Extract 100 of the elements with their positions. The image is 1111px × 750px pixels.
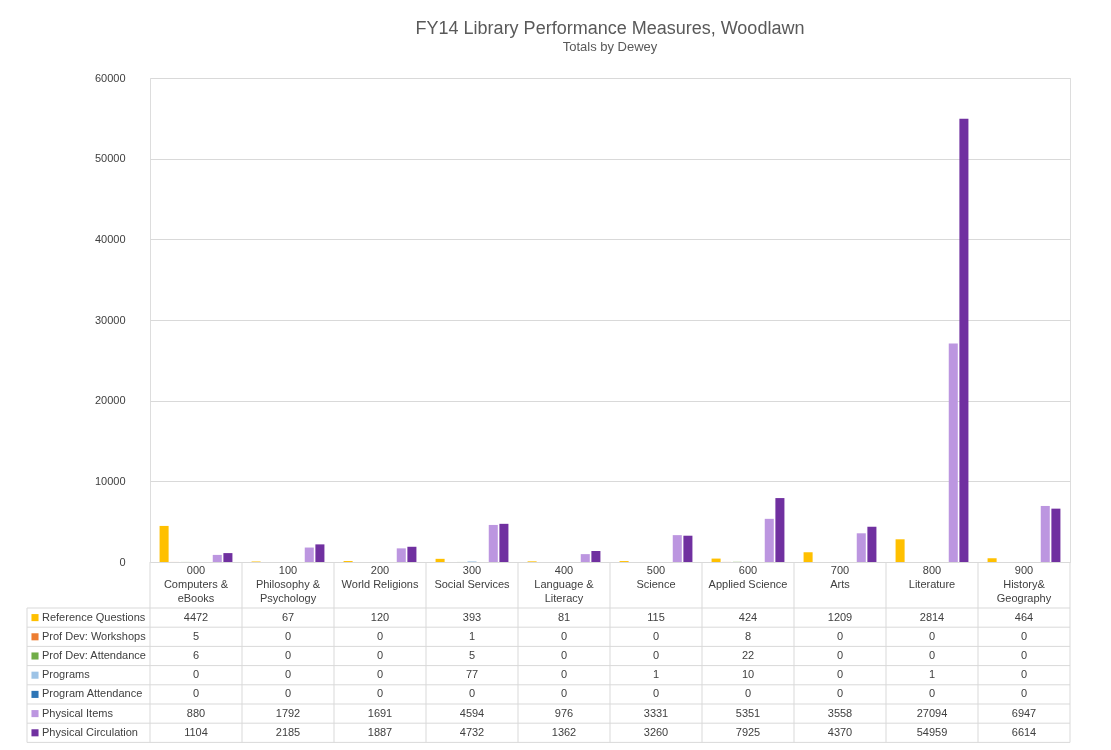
data-label: 0 xyxy=(284,668,292,681)
data-label: 120 xyxy=(370,610,390,623)
data-label: 1209 xyxy=(827,610,853,623)
data-label: 4472 xyxy=(183,610,209,623)
y-tick-label: 60000 xyxy=(94,71,126,84)
bar xyxy=(987,558,997,562)
data-label: 6 xyxy=(192,649,200,661)
legend-label: Reference Questions xyxy=(42,610,146,623)
data-label: 67 xyxy=(281,610,295,623)
data-label: 0 xyxy=(192,687,200,700)
data-label: 0 xyxy=(560,629,568,642)
bar xyxy=(1051,508,1061,562)
chart-subtitle: Totals by Dewey xyxy=(562,39,658,54)
data-label: 5351 xyxy=(735,706,761,719)
data-label: 0 xyxy=(284,687,292,700)
data-label: 880 xyxy=(186,706,206,719)
data-label: 0 xyxy=(560,649,568,661)
y-tick-label: 30000 xyxy=(94,313,126,326)
data-label: 54959 xyxy=(916,725,948,738)
data-label: 0 xyxy=(836,687,844,700)
y-tick-label: 10000 xyxy=(94,474,126,487)
data-label: 393 xyxy=(462,610,482,623)
y-tick-label: 20000 xyxy=(94,394,126,407)
data-label: 10 xyxy=(741,668,755,681)
x-tick-label: 200 World Religions xyxy=(341,564,419,590)
data-label: 0 xyxy=(468,687,476,700)
bar xyxy=(591,551,601,562)
legend-label: Prof Dev: Workshops xyxy=(42,629,147,642)
data-label: 0 xyxy=(560,687,568,700)
data-label: 4732 xyxy=(459,725,485,738)
x-tick-label: 700 Arts xyxy=(830,564,851,590)
data-label: 8 xyxy=(744,629,752,642)
data-label: 0 xyxy=(560,668,568,681)
data-label: 0 xyxy=(284,649,292,661)
data-label: 115 xyxy=(647,610,665,623)
x-tick-label: 300 Social Services xyxy=(434,564,511,590)
x-tick-label: 900 History& Geography xyxy=(996,564,1052,604)
data-label: 424 xyxy=(738,610,758,623)
bar xyxy=(775,498,785,562)
bar xyxy=(764,518,774,562)
x-tick-label: 400 Language & Literacy xyxy=(534,564,595,604)
data-label: 0 xyxy=(1020,629,1028,642)
data-label: 0 xyxy=(928,649,936,661)
chart-title: FY14 Library Performance Measures, Woodlawn xyxy=(415,18,805,38)
bar xyxy=(159,525,169,562)
data-label: 4594 xyxy=(459,706,485,719)
bar xyxy=(803,552,813,562)
data-label: 0 xyxy=(376,668,384,681)
data-label: 0 xyxy=(836,668,844,681)
data-label: 5 xyxy=(192,629,200,642)
bar xyxy=(672,535,682,562)
bar xyxy=(407,546,417,562)
data-label: 3260 xyxy=(643,725,669,738)
x-tick-label: 800 Literature xyxy=(908,564,956,590)
data-label: 0 xyxy=(744,687,752,700)
data-label: 81 xyxy=(557,610,571,623)
bar xyxy=(435,558,445,562)
bar xyxy=(959,118,969,562)
data-label: 1887 xyxy=(367,725,393,738)
data-label: 976 xyxy=(554,706,574,719)
y-tick-label: 0 xyxy=(119,555,126,568)
bar xyxy=(1040,505,1050,562)
legend-label: Program Attendance xyxy=(42,687,143,700)
data-label: 22 xyxy=(741,649,755,661)
data-label: 6947 xyxy=(1011,706,1037,719)
data-label: 0 xyxy=(1020,668,1028,681)
bar xyxy=(212,554,222,562)
bar xyxy=(867,526,877,562)
data-label: 2814 xyxy=(919,610,945,623)
bar xyxy=(396,548,406,562)
legend-label: Physical Circulation xyxy=(42,725,138,738)
data-label: 1 xyxy=(468,629,476,642)
data-label: 1691 xyxy=(367,706,393,719)
bar xyxy=(948,343,958,562)
data-label: 3331 xyxy=(643,706,669,719)
data-label: 4370 xyxy=(827,725,853,738)
data-label: 77 xyxy=(465,668,479,681)
data-label: 0 xyxy=(928,687,936,700)
bar xyxy=(895,539,905,562)
data-label: 1362 xyxy=(551,725,577,738)
data-label: 0 xyxy=(836,649,844,661)
data-label: 0 xyxy=(284,629,292,642)
bar xyxy=(223,553,233,562)
data-label: 1792 xyxy=(275,706,301,719)
data-label: 0 xyxy=(836,629,844,642)
x-tick-label: 600 Applied Science xyxy=(708,564,788,590)
data-label: 0 xyxy=(192,668,200,681)
bar xyxy=(488,524,498,562)
x-tick-label: 000 Computers & eBooks xyxy=(163,564,229,604)
y-tick-label: 50000 xyxy=(94,152,126,165)
data-label: 2185 xyxy=(275,725,301,738)
data-label: 3558 xyxy=(827,706,853,719)
data-label: 0 xyxy=(376,629,384,642)
data-label: 0 xyxy=(652,629,660,642)
data-label: 464 xyxy=(1014,610,1034,623)
data-label: 6614 xyxy=(1011,725,1037,738)
data-label: 1104 xyxy=(184,725,208,738)
bar xyxy=(499,523,509,562)
data-label: 0 xyxy=(376,687,384,700)
legend-label: Prof Dev: Attendance xyxy=(42,649,146,661)
